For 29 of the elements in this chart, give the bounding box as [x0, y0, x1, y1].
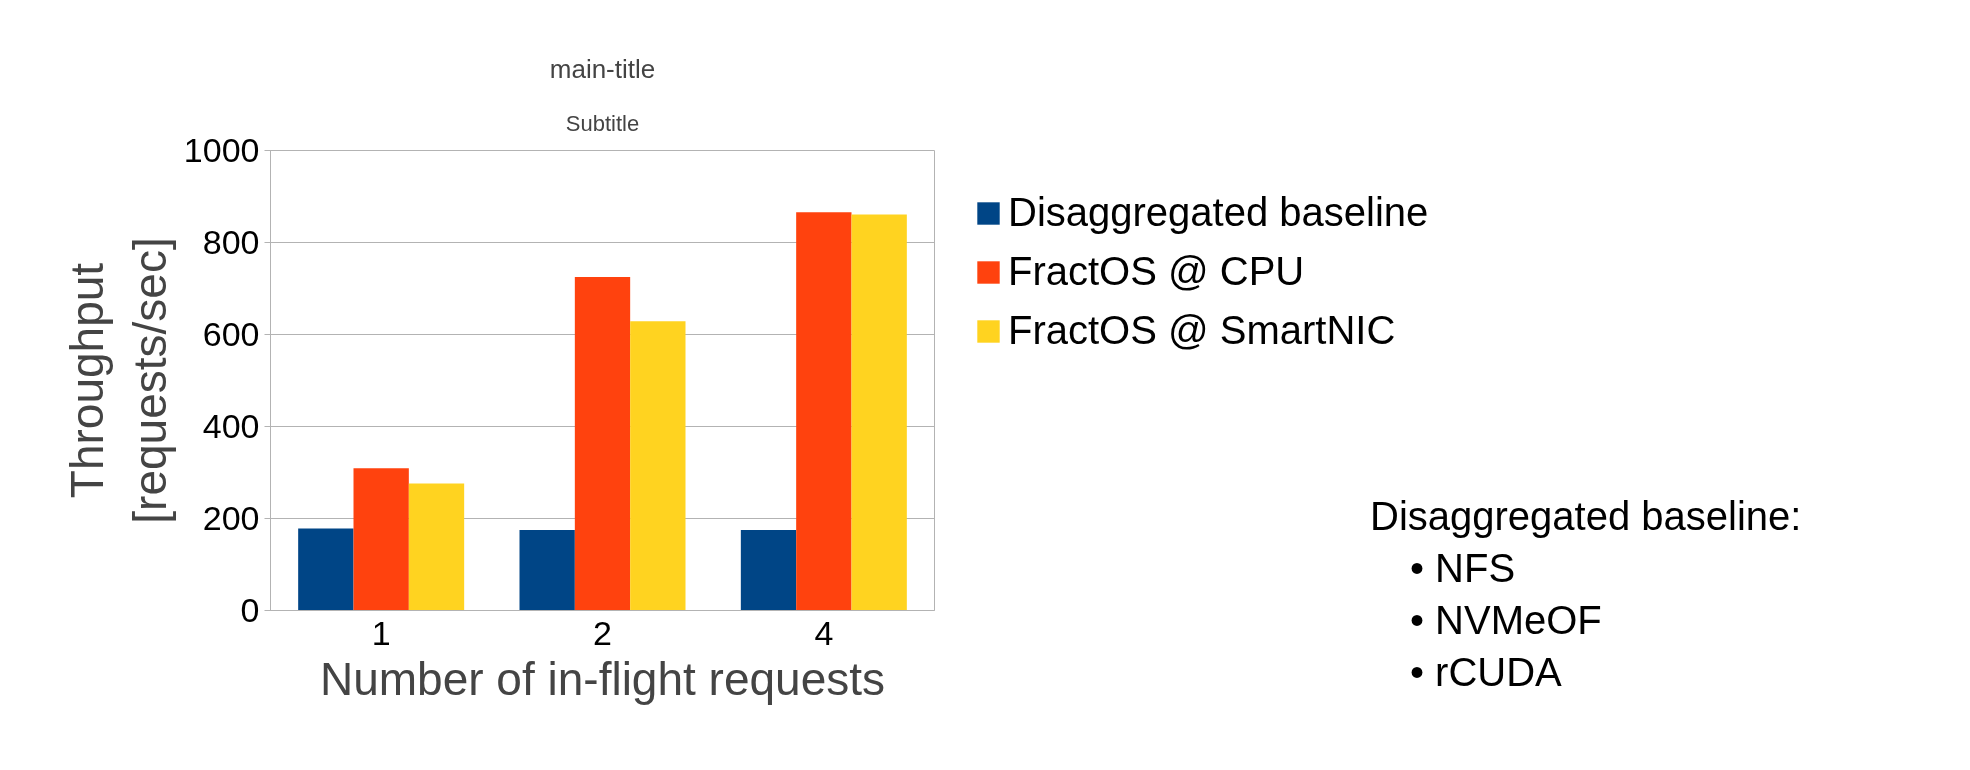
y-axis-title: Throughput [requests/sec]	[61, 237, 176, 524]
bar	[408, 483, 465, 611]
bar	[851, 214, 907, 611]
bar	[574, 277, 631, 611]
y-tick-label: 1000	[183, 131, 260, 169]
x-tick-label: 1	[371, 613, 391, 652]
text: • NFS	[1410, 545, 1517, 592]
bar	[519, 530, 575, 611]
bar	[353, 468, 409, 611]
y-tick-label: 600	[202, 315, 260, 353]
legend-label: FractOS @ CPU	[1008, 249, 1305, 294]
bar	[740, 530, 797, 611]
x-tick-label: 4	[814, 613, 834, 652]
legend-label: FractOS @ SmartNIC	[1008, 308, 1396, 353]
bar	[298, 528, 354, 611]
chart-title: main-title	[549, 53, 656, 84]
chart-subtitle: Subtitle	[565, 110, 640, 136]
y-tick-label: 0	[240, 591, 260, 629]
x-axis-title: Number of in-flight requests	[319, 652, 886, 705]
text: • rCUDA	[1410, 649, 1563, 696]
y-tick-label: 200	[202, 499, 260, 537]
bar	[796, 212, 852, 611]
y-tick-label: 400	[202, 407, 260, 445]
y-tick-label: 800	[202, 223, 260, 261]
x-tick-label: 2	[593, 613, 612, 652]
text: Disaggregated baseline:	[1370, 493, 1802, 540]
legend-label: Disaggregated baseline	[1008, 190, 1429, 235]
bar	[630, 321, 686, 611]
text: • NVMeOF	[1410, 597, 1603, 644]
